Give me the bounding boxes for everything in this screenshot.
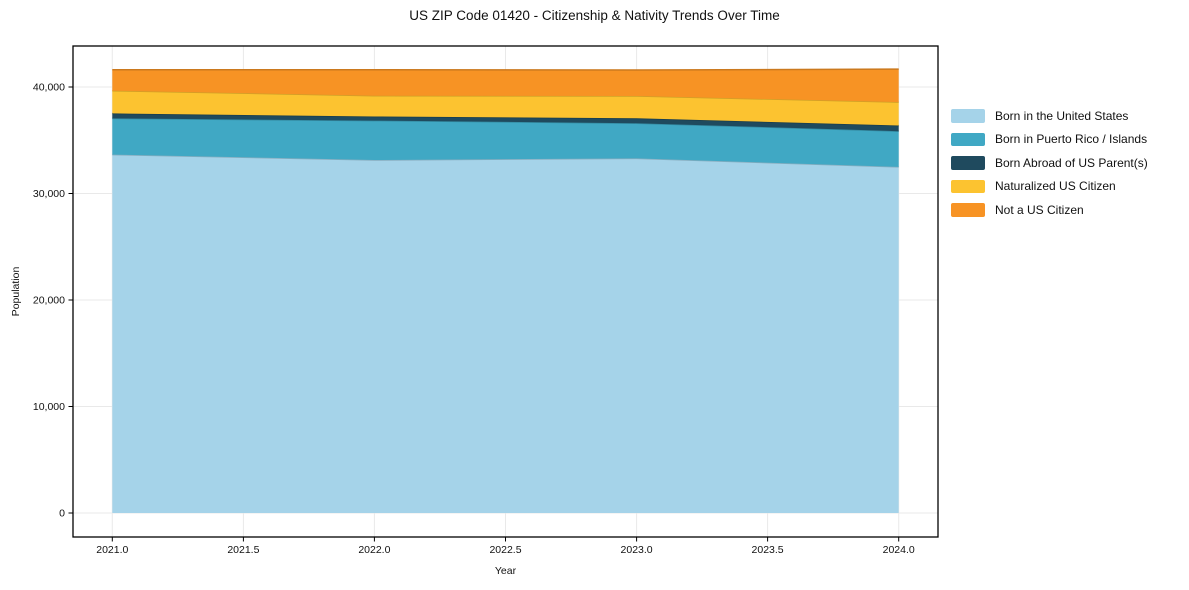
- x-tick-label: 2023.5: [752, 544, 784, 556]
- area-born-in-puerto-rico-islands: [112, 118, 899, 167]
- axis-ticks: 2021.0 2021.5 2022.0 2022.5 2023.0 2023.5 2024…: [33, 82, 915, 556]
- y-tick-label: 20,000: [33, 295, 65, 307]
- x-tick-label: 2024.0: [883, 544, 915, 556]
- y-tick-label: 0: [59, 508, 65, 520]
- legend-item: Naturalized US Citizen: [951, 175, 1148, 199]
- x-tick-label: 2022.0: [358, 544, 390, 556]
- area-born-abroad-of-us-parent-s: [112, 113, 899, 132]
- area-naturalized-us-citizen: [112, 90, 899, 126]
- legend-item: Not a US Citizen: [951, 198, 1148, 222]
- x-tick-label: 2021.5: [227, 544, 259, 556]
- stacked-areas: [112, 68, 899, 513]
- y-tick-label: 10,000: [33, 401, 65, 413]
- legend-label: Born in the United States: [995, 108, 1129, 123]
- x-tick-label: 2022.5: [489, 544, 521, 556]
- legend-swatch: [951, 179, 985, 193]
- legend-swatch: [951, 132, 985, 146]
- legend: Born in the United States Born in Puerto …: [951, 104, 1148, 222]
- legend-swatch: [951, 156, 985, 170]
- area-not-a-us-citizen-top-edge: [112, 68, 899, 71]
- plot-border: [72, 45, 939, 538]
- legend-item: Born in Puerto Rico / Islands: [951, 128, 1148, 152]
- x-tick-label: 2021.0: [96, 544, 128, 556]
- area-born-in-the-united-states: [112, 154, 899, 513]
- legend-label: Born Abroad of US Parent(s): [995, 155, 1148, 170]
- y-tick-label: 40,000: [33, 82, 65, 94]
- legend-label: Not a US Citizen: [995, 202, 1084, 217]
- legend-label: Naturalized US Citizen: [995, 179, 1116, 194]
- legend-item: Born Abroad of US Parent(s): [951, 151, 1148, 175]
- x-tick-label: 2023.0: [621, 544, 653, 556]
- y-axis-label: Population: [10, 267, 22, 317]
- x-axis-label: Year: [495, 565, 517, 577]
- y-tick-label: 30,000: [33, 188, 65, 200]
- legend-swatch: [951, 203, 985, 217]
- legend-item: Born in the United States: [951, 104, 1148, 128]
- legend-label: Born in Puerto Rico / Islands: [995, 132, 1148, 147]
- legend-swatch: [951, 109, 985, 123]
- chart-title: US ZIP Code 01420 - Citizenship & Nativi…: [409, 8, 780, 23]
- area-not-a-us-citizen: [112, 69, 899, 103]
